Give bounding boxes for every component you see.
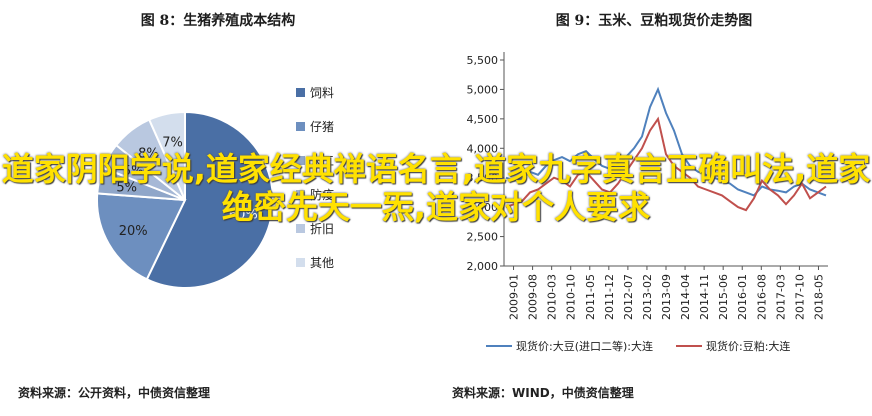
x-tick-label: 2009-08 — [527, 274, 540, 320]
x-tick-label: 2015-06 — [717, 274, 730, 320]
series-line — [505, 86, 827, 197]
cost-structure-panel: 图 8：生猪养殖成本结构 60% 20% 5% 5% 8% 7% 饲料 仔猪 人工 防疫 折旧 其他 … — [18, 13, 334, 400]
legend-label: 现货价:大豆(进口二等):大连 — [516, 339, 653, 353]
y-tick-label: 3,000 — [467, 201, 499, 214]
pie-slice-label: 7% — [162, 135, 183, 150]
pie-slice-label: 5% — [116, 181, 137, 196]
legend-label: 现货价:豆粕:大连 — [706, 339, 790, 353]
x-tick-label: 2016-01 — [736, 274, 749, 320]
legend-swatch — [296, 122, 305, 131]
line-chart-source: 资料来源：WIND，中债资信整理 — [452, 386, 634, 400]
pie-slice-label: 5% — [123, 164, 144, 179]
pie-slice-饲料 — [145, 110, 274, 289]
y-tick-label: 4,500 — [467, 113, 499, 126]
line-chart-title: 图 9：玉米、豆粕现货价走势图 — [555, 13, 753, 29]
x-tick-label: 2017-10 — [793, 274, 806, 320]
legend-swatch — [296, 156, 305, 165]
price-trend-panel: 图 9：玉米、豆粕现货价走势图 2,000 2,500 3,000 3,500 4,00… — [436, 0, 872, 416]
legend-swatch — [296, 258, 305, 267]
legend-label: 防疫 — [310, 187, 334, 202]
x-tick-label: 2011-05 — [584, 274, 597, 320]
pie-chart-source: 资料来源：公开资料，中债资信整理 — [18, 386, 211, 400]
legend-swatch — [296, 224, 305, 233]
pie-chart-title: 图 8：生猪养殖成本结构 — [140, 13, 296, 29]
legend-swatch — [296, 88, 305, 97]
x-tick-label: 2014-11 — [698, 274, 711, 320]
legend-label: 饲料 — [310, 86, 334, 100]
legend-swatch — [296, 190, 305, 199]
x-tick-label: 2010-10 — [565, 274, 578, 320]
x-tick-label: 2016-08 — [755, 274, 768, 320]
pie-slice-label: 20% — [119, 224, 148, 239]
y-tick-label: 5,500 — [467, 54, 499, 67]
x-tick-label: 2009-01 — [508, 274, 521, 320]
series-line — [505, 116, 827, 212]
y-tick-label: 2,000 — [467, 260, 499, 273]
x-tick-label: 2017-03 — [774, 274, 787, 320]
y-tick-label: 3,500 — [467, 172, 499, 185]
pie-slice-仔猪 — [96, 192, 187, 281]
x-tick-label: 2013-09 — [660, 274, 673, 320]
y-tick-label: 4,000 — [467, 142, 499, 155]
x-tick-label: 2013-02 — [641, 274, 654, 320]
x-tick-label: 2011-12 — [603, 274, 616, 320]
legend-label: 折旧 — [310, 221, 334, 236]
x-tick-label: 2010-03 — [546, 274, 559, 320]
x-tick-label: 2014-04 — [679, 274, 692, 320]
legend-label: 其他 — [310, 256, 334, 270]
pie-slice-label: 8% — [138, 147, 159, 162]
line-chart: 2,000 2,500 3,000 3,500 4,000 4,500 5,000 5,500… — [467, 52, 828, 353]
legend-label: 仔猪 — [310, 120, 334, 134]
pie-slice-label: 60% — [229, 207, 258, 222]
pie-slice-其他 — [147, 110, 186, 201]
x-tick-label: 2012-07 — [622, 274, 635, 320]
legend-label: 人工 — [310, 154, 334, 168]
y-tick-label: 5,000 — [467, 83, 499, 96]
x-tick-label: 2018-05 — [812, 274, 825, 320]
y-tick-label: 2,500 — [467, 231, 499, 244]
